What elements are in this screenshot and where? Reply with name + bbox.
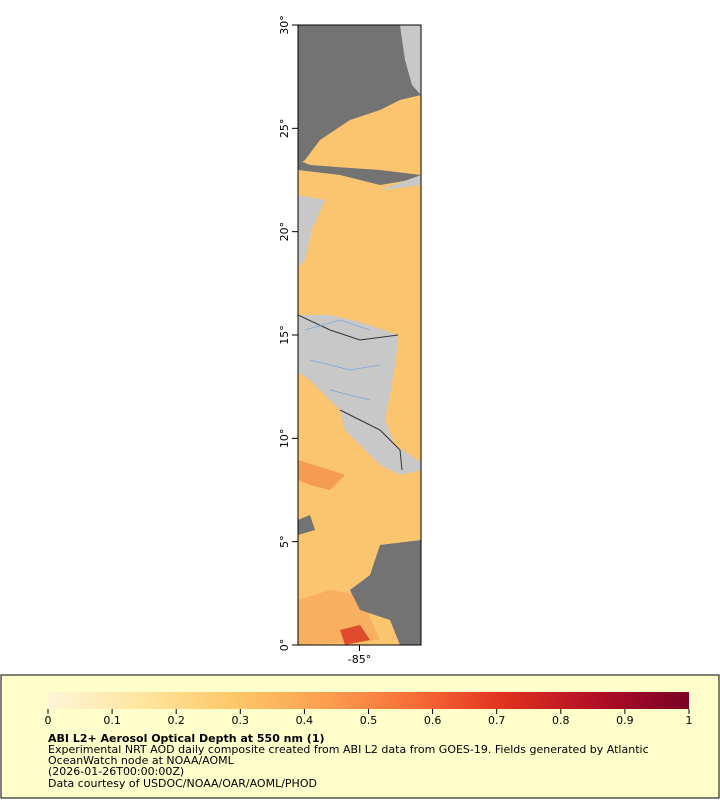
colorbar-tick-label: 0.1 — [103, 714, 121, 727]
colorbar-tick-label: 0 — [45, 714, 52, 727]
colorbar-tick-label: 0.6 — [424, 714, 442, 727]
colorbar — [48, 692, 689, 709]
colorbar-tick-label: 0.8 — [552, 714, 570, 727]
y-tick-label: 10° — [278, 429, 291, 449]
colorbar-tick-label: 0.3 — [232, 714, 250, 727]
legend-note: (2026-01-26T00:00:00Z) — [48, 765, 184, 778]
colorbar-tick-label: 1 — [686, 714, 693, 727]
legend-note: Experimental NRT AOD daily composite cre… — [48, 743, 649, 756]
legend-note: OceanWatch node at NOAA/AOML — [48, 754, 235, 767]
colorbar-tick-label: 0.5 — [360, 714, 378, 727]
colorbar-tick-label: 0.9 — [616, 714, 634, 727]
y-tick-label: 30° — [278, 15, 291, 35]
y-tick-label: 25° — [278, 119, 291, 139]
x-tick-label: -85° — [348, 653, 371, 666]
y-tick-label: 5° — [278, 535, 291, 548]
y-tick-label: 20° — [278, 222, 291, 242]
map-raster — [298, 25, 421, 645]
legend-note: Data courtesy of USDOC/NOAA/OAR/AOML/PHO… — [48, 777, 317, 790]
colorbar-tick-label: 0.7 — [488, 714, 506, 727]
colorbar-tick-label: 0.4 — [296, 714, 314, 727]
colorbar-tick-label: 0.2 — [167, 714, 185, 727]
legend-title: ABI L2+ Aerosol Optical Depth at 550 nm … — [48, 732, 325, 745]
y-tick-label: 0° — [278, 639, 291, 652]
y-tick-label: 15° — [278, 325, 291, 345]
